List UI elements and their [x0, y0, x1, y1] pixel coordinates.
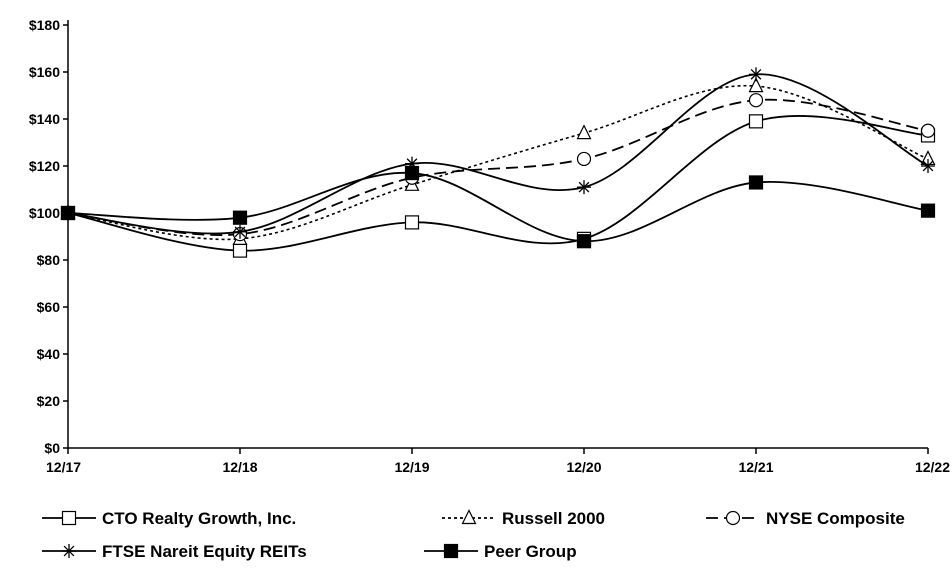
- series-line: [67, 73, 929, 235]
- data-point: [577, 180, 591, 195]
- legend-marker: [461, 509, 477, 525]
- legend-entry-1: Russell 2000: [442, 509, 605, 528]
- series-line: [67, 171, 929, 243]
- data-point: [748, 93, 764, 108]
- series-4: [60, 165, 936, 249]
- series-line: [67, 115, 929, 252]
- y-tick-label: $60: [37, 299, 61, 315]
- legend-label: CTO Realty Growth, Inc.: [102, 509, 296, 528]
- data-point: [749, 67, 763, 82]
- data-point: [233, 224, 247, 239]
- y-tick-label: $120: [29, 158, 60, 174]
- x-tick-label: 12/17: [46, 459, 81, 475]
- data-point: [232, 243, 248, 258]
- legend: CTO Realty Growth, Inc. Russell 2000 NYSE …: [42, 509, 905, 561]
- y-tick-label: $80: [37, 252, 61, 268]
- series-line: [67, 98, 929, 236]
- x-tick-label: 12/19: [394, 459, 429, 475]
- axes: $0 $20 $40 $60 $80 $100 $120 $140 $160 $180 12/17 1…: [29, 17, 950, 475]
- data-point: [748, 175, 764, 190]
- x-tick-label: 12/21: [738, 459, 773, 475]
- data-point: [748, 114, 764, 129]
- data-point: [920, 203, 936, 218]
- legend-marker: [725, 510, 741, 526]
- y-tick-label: $0: [44, 440, 60, 456]
- data-point: [60, 205, 76, 221]
- data-point: [921, 159, 935, 173]
- series-line: [67, 84, 929, 241]
- data-point: [748, 77, 764, 93]
- legend-marker: [443, 543, 459, 559]
- data-point: [920, 123, 936, 138]
- legend-label: Peer Group: [484, 542, 577, 561]
- data-point: [232, 210, 248, 225]
- data-point: [404, 165, 420, 181]
- legend-entry-2: NYSE Composite: [706, 509, 905, 528]
- y-tick-label: $140: [29, 111, 60, 127]
- x-tick-label: 12/18: [222, 459, 257, 475]
- y-tick-label: $40: [37, 346, 61, 362]
- data-point: [576, 234, 592, 249]
- series-layer: [60, 67, 936, 258]
- legend-marker: [62, 544, 76, 558]
- x-tick-label: 12/22: [915, 459, 950, 475]
- legend-label: NYSE Composite: [766, 509, 905, 528]
- legend-label: Russell 2000: [502, 509, 605, 528]
- data-point: [404, 215, 420, 230]
- y-tick-label: $180: [29, 17, 60, 33]
- data-point: [576, 151, 592, 167]
- y-tick-label: $100: [29, 205, 60, 221]
- legend-label: FTSE Nareit Equity REITs: [102, 542, 307, 561]
- x-tick-label: 12/20: [566, 459, 601, 475]
- legend-entry-4: Peer Group: [424, 542, 577, 561]
- data-point: [576, 124, 592, 140]
- legend-entry-3: FTSE Nareit Equity REITs: [42, 542, 307, 561]
- legend-marker: [61, 510, 77, 526]
- series-0: [60, 114, 936, 258]
- y-tick-label: $20: [37, 393, 61, 409]
- y-tick-label: $160: [29, 64, 60, 80]
- legend-entry-0: CTO Realty Growth, Inc.: [42, 509, 296, 528]
- series-3: [61, 67, 935, 239]
